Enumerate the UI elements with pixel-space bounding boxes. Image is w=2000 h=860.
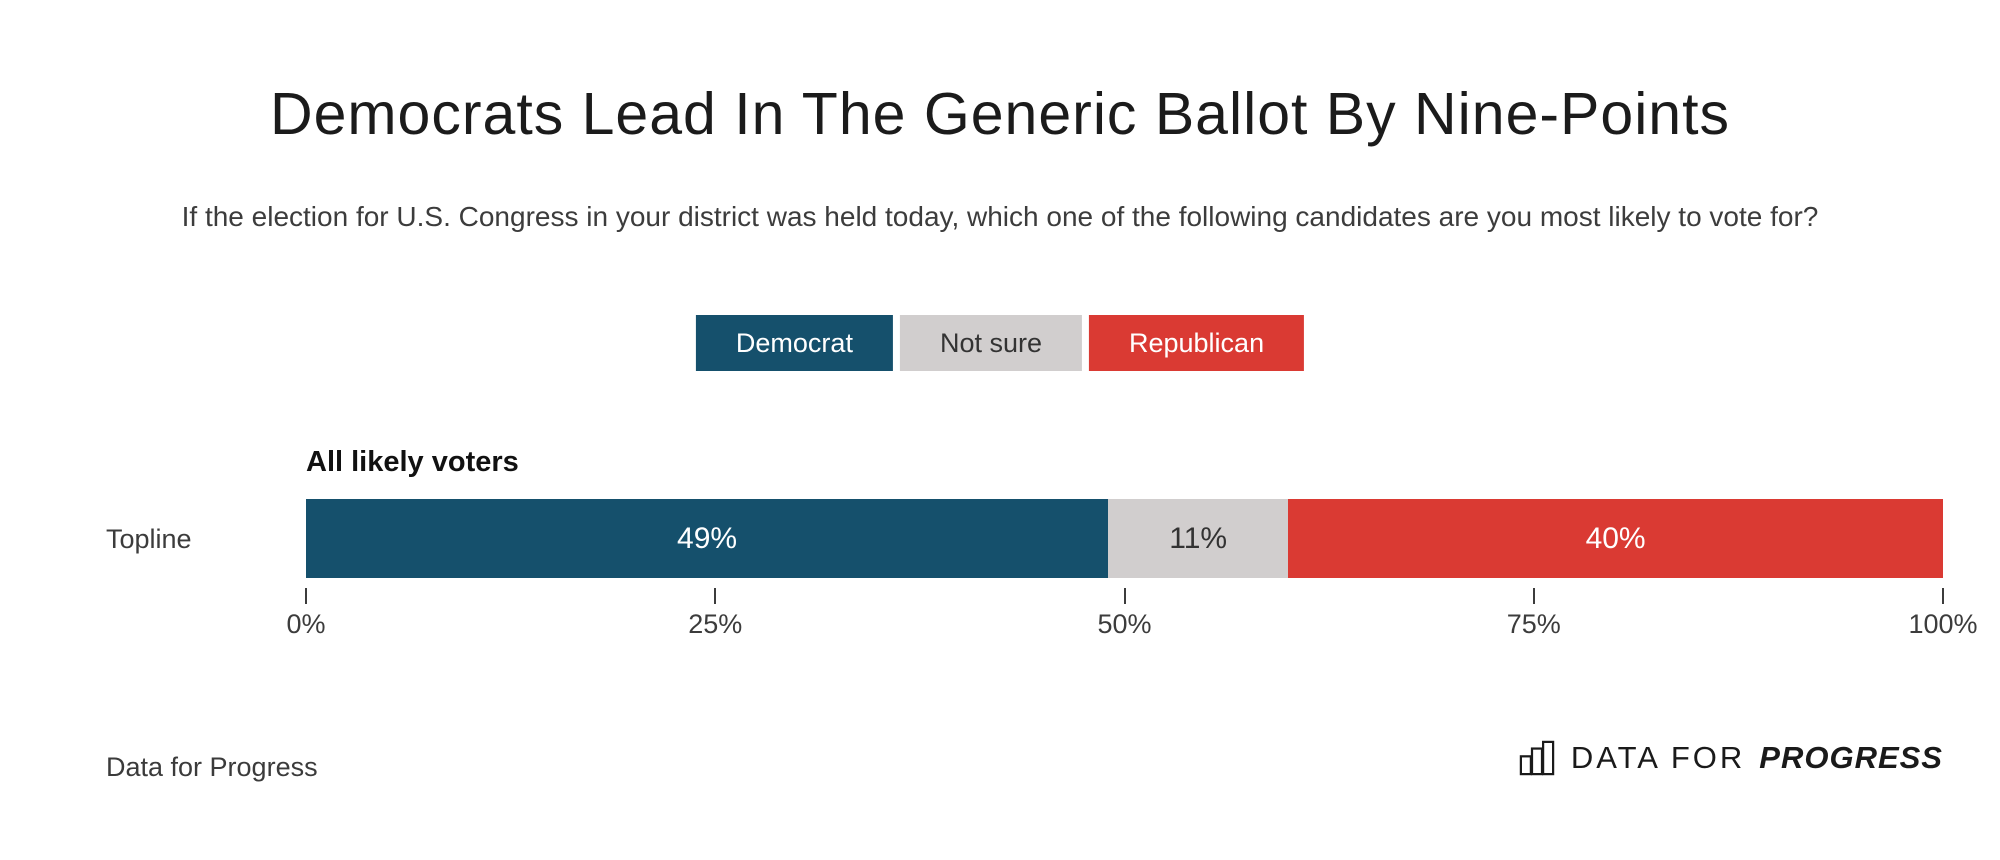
x-axis: 0% 25% 50% 75% 100% bbox=[286, 588, 1978, 648]
legend: Democrat Not sure Republican bbox=[695, 315, 1305, 371]
chart-subtitle: If the election for U.S. Congress in you… bbox=[181, 201, 1819, 232]
bar-segment-democrat: 49% bbox=[306, 499, 1109, 578]
source-label: Data for Progress bbox=[106, 752, 318, 782]
tick-label: 0% bbox=[286, 609, 326, 639]
row-label-topline: Topline bbox=[106, 524, 192, 554]
legend-item-not-sure: Not sure bbox=[899, 315, 1082, 371]
dfp-logo: DATA FOR PROGRESS bbox=[1517, 738, 1943, 778]
tick-mark bbox=[1123, 588, 1126, 604]
bar-segment-not-sure: 11% bbox=[1108, 499, 1289, 578]
stacked-bar: 49% 11% 40% bbox=[306, 499, 1943, 578]
bar-segment-republican: 40% bbox=[1288, 499, 1943, 578]
chart-title: Democrats Lead In The Generic Ballot By … bbox=[269, 81, 1731, 147]
logo-text-progress: PROGRESS bbox=[1759, 740, 1943, 775]
tick-mark bbox=[1532, 588, 1535, 604]
bar-segment-value: 40% bbox=[1585, 521, 1646, 555]
tick-mark bbox=[1942, 588, 1944, 604]
bar-segment-value: 49% bbox=[677, 521, 738, 555]
tick-mark bbox=[305, 588, 307, 604]
group-label: All likely voters bbox=[306, 446, 519, 478]
legend-item-democrat: Democrat bbox=[695, 315, 893, 371]
tick-label: 50% bbox=[1097, 609, 1152, 639]
tick-label: 75% bbox=[1506, 609, 1561, 639]
tick-mark bbox=[714, 588, 717, 604]
legend-item-republican: Republican bbox=[1088, 315, 1305, 371]
bar-chart-icon bbox=[1519, 740, 1555, 776]
bar-segment-value: 11% bbox=[1169, 521, 1228, 555]
tick-label: 25% bbox=[688, 609, 743, 639]
tick-label: 100% bbox=[1908, 609, 1978, 639]
logo-text-data-for: DATA FOR bbox=[1570, 740, 1746, 775]
